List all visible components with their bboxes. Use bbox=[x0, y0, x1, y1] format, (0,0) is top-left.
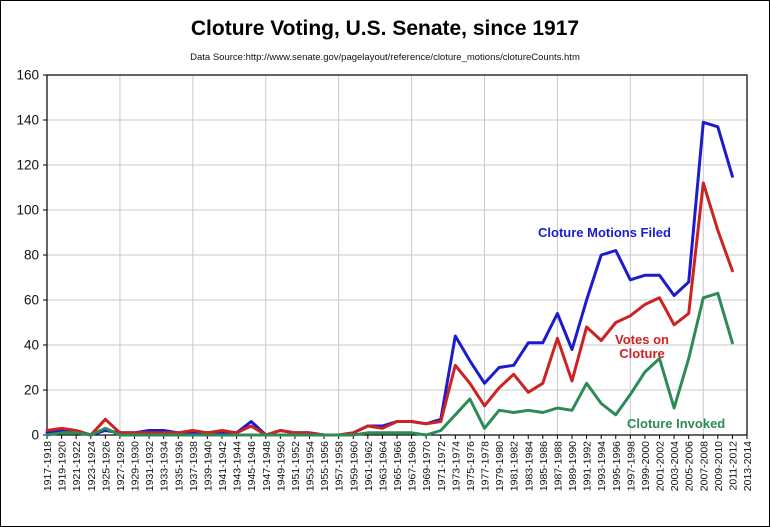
x-tick-label: 1927-1928 bbox=[115, 441, 127, 491]
x-tick-label: 1989-1990 bbox=[567, 441, 579, 491]
x-tick-label: 1931-1932 bbox=[144, 441, 156, 491]
x-tick-label: 1923-1924 bbox=[86, 441, 98, 491]
x-tick-label: 1953-1954 bbox=[305, 441, 317, 491]
x-tick-label: 1917-1918 bbox=[42, 441, 54, 491]
x-tick-label: 1973-1974 bbox=[450, 441, 462, 491]
x-tick-label: 1933-1934 bbox=[159, 441, 171, 491]
x-tick-label: 1961-1962 bbox=[363, 441, 375, 491]
x-tick-label: 1935-1936 bbox=[173, 441, 185, 491]
y-tick-label: 20 bbox=[24, 383, 39, 398]
y-tick-label: 60 bbox=[24, 293, 39, 308]
series-line-0 bbox=[45, 120, 734, 437]
x-tick-label: 2005-2006 bbox=[684, 441, 696, 491]
x-tick-label: 1951-1952 bbox=[290, 441, 302, 491]
x-tick-label: 2001-2002 bbox=[655, 441, 667, 491]
y-tick-label: 80 bbox=[24, 248, 39, 263]
x-tick-label: 1959-1960 bbox=[348, 441, 360, 491]
x-tick-label: 2013-2014 bbox=[742, 441, 754, 491]
series-label-motions-filed: Cloture Motions Filed bbox=[538, 225, 671, 240]
x-tick-label: 2011-2012 bbox=[727, 441, 739, 491]
y-axis-labels: 0 20 40 60 80 100 120 140 160 bbox=[16, 68, 39, 443]
x-tick-label: 1965-1966 bbox=[392, 441, 404, 491]
gridlines bbox=[47, 75, 747, 435]
x-tick-label: 1967-1968 bbox=[407, 441, 419, 491]
y-tick-label: 0 bbox=[31, 428, 39, 443]
x-tick-label: 1985-1986 bbox=[538, 441, 550, 491]
x-tick-label: 1947-1948 bbox=[261, 441, 273, 491]
x-tick-label: 1955-1956 bbox=[319, 441, 331, 491]
x-tick-label: 1993-1994 bbox=[596, 441, 608, 491]
x-tick-label: 1957-1958 bbox=[334, 441, 346, 491]
y-tick-label: 40 bbox=[24, 338, 39, 353]
x-tick-label: 2003-2004 bbox=[669, 441, 681, 491]
x-tick-label: 1997-1998 bbox=[625, 441, 637, 491]
y-tick-label: 100 bbox=[16, 203, 39, 218]
x-tick-label: 1981-1982 bbox=[509, 441, 521, 491]
x-tick-label: 1975-1976 bbox=[465, 441, 477, 491]
x-tick-label: 1991-1992 bbox=[582, 441, 594, 491]
x-tick-label: 1945-1946 bbox=[246, 441, 258, 491]
x-tick-label: 1921-1922 bbox=[71, 441, 83, 491]
x-tick-label: 1977-1978 bbox=[480, 441, 492, 491]
x-tick-label: 1963-1964 bbox=[377, 441, 389, 491]
x-tick-label: 1971-1972 bbox=[436, 441, 448, 491]
x-tick-label: 1939-1940 bbox=[202, 441, 214, 491]
x-tick-label: 1999-2000 bbox=[640, 441, 652, 491]
chart-title: Cloture Voting, U.S. Senate, since 1917 bbox=[190, 17, 580, 40]
x-tick-label: 2009-2010 bbox=[713, 441, 725, 491]
x-tick-label: 1941-1942 bbox=[217, 441, 229, 491]
x-tick-label: 1943-1944 bbox=[232, 441, 244, 491]
y-tick-label: 140 bbox=[16, 113, 39, 128]
x-tick-label: 1949-1950 bbox=[275, 441, 287, 491]
series-line-2 bbox=[45, 291, 734, 437]
x-tick-label: 1983-1984 bbox=[523, 441, 535, 491]
x-tick-label: 1929-1930 bbox=[130, 441, 142, 491]
x-tick-label: 1919-1920 bbox=[57, 441, 69, 491]
x-tick-label: 1995-1996 bbox=[611, 441, 623, 491]
x-tick-label: 1979-1980 bbox=[494, 441, 506, 491]
x-tick-label: 1925-1926 bbox=[100, 441, 112, 491]
y-tick-label: 160 bbox=[16, 68, 39, 83]
x-axis-labels: 1917-1918 1919-1920 1921-1922 1923-1924 1925… bbox=[42, 441, 754, 491]
x-tick-label: 1969-1970 bbox=[421, 441, 433, 491]
x-tick-label: 2007-2008 bbox=[698, 441, 710, 491]
y-tick-label: 120 bbox=[16, 158, 39, 173]
x-tick-label: 1987-1988 bbox=[552, 441, 564, 491]
series-label-cloture-invoked: Cloture Invoked bbox=[627, 416, 726, 431]
chart-subtitle: Data Source:http://www.senate.gov/pagela… bbox=[190, 52, 580, 63]
series-label-votes-on-cloture: Votes on Cloture bbox=[615, 332, 669, 361]
series-line-1 bbox=[45, 181, 734, 437]
x-tick-label: 1937-1938 bbox=[188, 441, 200, 491]
tick-marks bbox=[43, 74, 748, 439]
